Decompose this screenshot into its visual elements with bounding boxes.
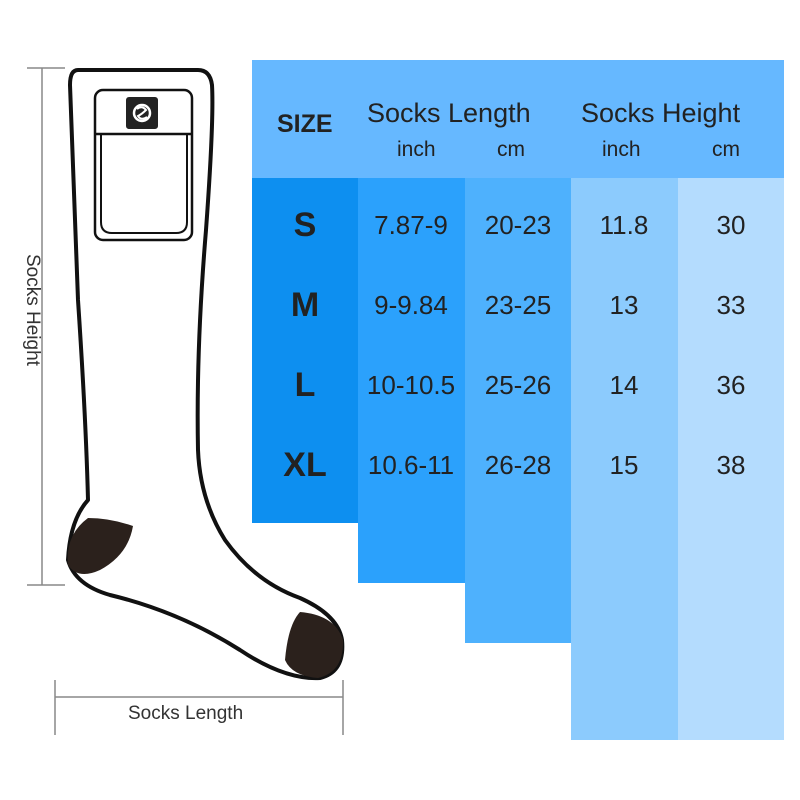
height-dimension-line — [27, 67, 65, 586]
cell-height-cm: 30 — [716, 210, 746, 240]
cell-height-cm: 33 — [716, 290, 746, 320]
cell-size: L — [294, 366, 316, 404]
cell-length-inch: 7.87-9 — [374, 210, 448, 240]
column-length-inch — [358, 178, 465, 583]
socks-length-label: Socks Length — [128, 703, 244, 724]
length-dimension-line — [54, 680, 344, 735]
cell-length-cm: 23-25 — [484, 290, 552, 320]
cell-length-inch: 9-9.84 — [374, 290, 448, 320]
cell-height-inch: 11.8 — [599, 210, 649, 240]
cell-size: XL — [283, 446, 327, 484]
toe-patch — [285, 612, 344, 678]
cell-size: S — [293, 206, 317, 244]
header-socks-length: Socks Length — [367, 98, 531, 128]
unit-length-cm: cm — [497, 138, 525, 161]
unit-height-inch: inch — [602, 138, 641, 161]
column-height-cm — [678, 178, 784, 740]
column-height-inch — [571, 178, 678, 740]
heel-patch — [67, 518, 133, 574]
cell-height-inch: 14 — [609, 370, 639, 400]
cell-length-inch: 10-10.5 — [366, 370, 456, 400]
cell-length-inch: 10.6-11 — [367, 450, 455, 480]
cell-length-cm: 20-23 — [484, 210, 552, 240]
column-size — [252, 178, 358, 523]
cell-length-cm: 25-26 — [484, 370, 552, 400]
header-socks-height: Socks Height — [581, 98, 741, 128]
battery-pocket — [93, 88, 194, 242]
cell-height-inch: 13 — [609, 290, 639, 320]
unit-height-cm: cm — [712, 138, 740, 161]
cell-height-inch: 15 — [609, 450, 639, 480]
unit-length-inch: inch — [397, 138, 436, 161]
table-header: SIZE Socks Length Socks Height inch cm i… — [252, 60, 784, 178]
cell-height-cm: 38 — [716, 450, 746, 480]
cell-height-cm: 36 — [716, 370, 746, 400]
column-length-cm — [465, 178, 571, 643]
header-size: SIZE — [277, 110, 333, 138]
s-power-logo-icon — [126, 97, 158, 129]
cell-length-cm: 26-28 — [484, 450, 552, 480]
cell-size: M — [290, 286, 320, 324]
socks-height-label: Socks Height — [22, 254, 43, 366]
sock-illustration — [27, 67, 345, 735]
